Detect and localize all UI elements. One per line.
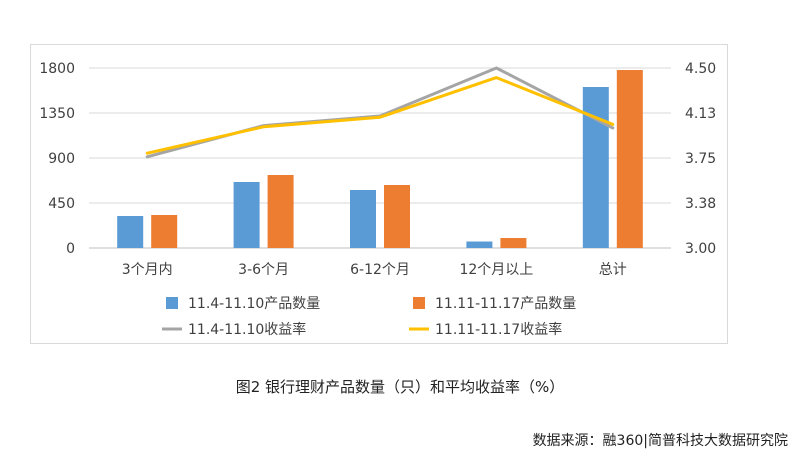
x-tick-label: 总计 [599, 262, 627, 278]
bar [582, 87, 609, 248]
y-right-tick-label: 4.50 [685, 61, 716, 77]
grid-layer [89, 67, 671, 249]
y-right-tick-label: 3.75 [685, 151, 716, 167]
chart-frame: 0 450 900 1350 1800 3.00 3.38 3.75 4.13 4.50 3个月内 3… [30, 44, 728, 344]
figure-caption: 图2 银行理财产品数量（只）和平均收益率（%） [235, 378, 565, 396]
y-right-tick-label: 3.38 [685, 196, 716, 212]
bar [350, 190, 376, 248]
series-line [145, 66, 615, 159]
y-right-tick-label: 3.00 [685, 241, 716, 257]
y-left-tick-label: 0 [66, 241, 75, 257]
y-left-tick-label: 900 [48, 151, 75, 167]
bar [500, 238, 527, 248]
y-left-tick-label: 1800 [39, 61, 75, 77]
legend-swatch [166, 297, 178, 309]
series-line [145, 76, 615, 155]
x-tick-label: 12个月以上 [459, 262, 533, 278]
legend-label: 11.4-11.10产品数量 [188, 296, 320, 312]
bar [233, 182, 260, 248]
chart-svg: 0 450 900 1350 1800 3.00 3.38 3.75 4.13 4.50 3个月内 3… [39, 61, 716, 338]
legend-label: 11.11-11.17收益率 [435, 321, 562, 338]
legend-label: 11.11-11.17产品数量 [435, 296, 576, 312]
data-source: 数据来源：融360|简普科技大数据研究院 [532, 433, 788, 449]
bars-layer [117, 70, 643, 248]
bar [151, 215, 178, 248]
bar [466, 241, 493, 248]
y-right-tick-label: 4.13 [685, 106, 716, 122]
axis-layer: 0 450 900 1350 1800 3.00 3.38 3.75 4.13 4.50 3个月内 3… [39, 61, 716, 278]
x-tick-label: 3个月内 [122, 262, 173, 278]
legend-layer: 11.4-11.10产品数量 11.11-11.17产品数量 11.4-11.10收… [162, 296, 576, 338]
legend-swatch [413, 297, 425, 309]
bar [117, 216, 144, 248]
legend-label: 11.4-11.10收益率 [188, 321, 306, 338]
x-tick-label: 6-12个月 [350, 262, 410, 278]
y-left-tick-label: 450 [48, 196, 75, 212]
bar [267, 175, 294, 248]
bar [384, 185, 410, 248]
y-left-tick-label: 1350 [39, 106, 75, 122]
lines-layer [145, 66, 615, 159]
bar [616, 70, 643, 248]
x-tick-label: 3-6个月 [238, 262, 289, 278]
